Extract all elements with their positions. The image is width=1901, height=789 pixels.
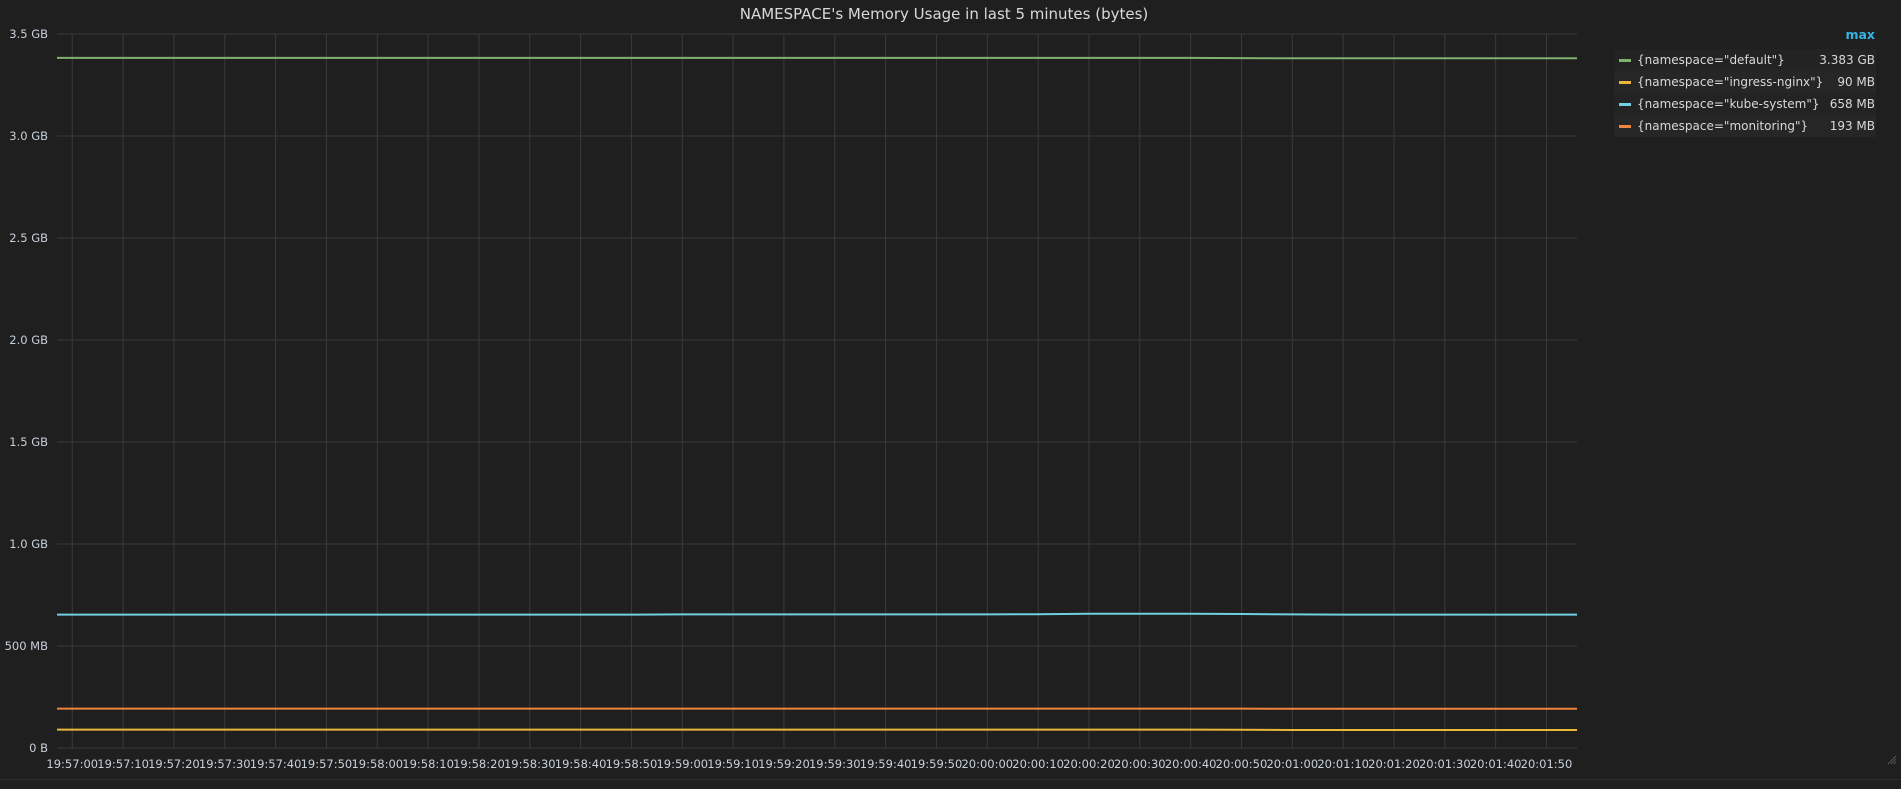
y-tick-label: 500 MB <box>5 639 49 653</box>
x-tick-label: 19:59:20 <box>758 757 810 771</box>
x-tick-label: 20:00:10 <box>1012 757 1064 771</box>
series-line-2[interactable] <box>57 612 1577 616</box>
series-color-swatch[interactable] <box>1619 124 1631 128</box>
x-tick-label: 20:00:50 <box>1216 757 1268 771</box>
legend-item-label[interactable]: {namespace="default"} <box>1637 53 1785 67</box>
x-tick-label: 19:57:40 <box>250 757 302 771</box>
series-color-swatch[interactable] <box>1619 102 1631 106</box>
legend-item-label[interactable]: {namespace="monitoring"} <box>1637 119 1809 133</box>
legend-item-max: 658 MB <box>1829 97 1875 111</box>
x-tick-label: 19:57:20 <box>148 757 200 771</box>
x-tick-label: 20:01:30 <box>1419 757 1471 771</box>
grid <box>57 33 1577 749</box>
legend-item-max: 3.383 GB <box>1819 53 1875 67</box>
x-tick-label: 19:57:50 <box>301 757 353 771</box>
legend-max-header[interactable]: max <box>1845 27 1875 42</box>
memory-usage-chart[interactable]: 0 B 500 MB 1.0 GB 1.5 GB 2.0 GB 2.5 GB 3.0 GB 3… <box>0 0 1600 779</box>
legend-item-kube-system[interactable]: {namespace="kube-system"} 658 MB <box>1614 93 1876 115</box>
legend-item-max: 90 MB <box>1837 75 1875 89</box>
x-tick-label: 19:58:20 <box>453 757 505 771</box>
panel-title[interactable]: NAMESPACE's Memory Usage in last 5 minut… <box>739 5 1149 23</box>
x-tick-label: 19:58:00 <box>351 757 403 771</box>
legend-item-max: 193 MB <box>1829 119 1875 133</box>
x-tick-label: 20:00:30 <box>1114 757 1166 771</box>
x-tick-label: 19:57:00 <box>46 757 98 771</box>
x-tick-label: 19:58:10 <box>402 757 454 771</box>
x-tick-label: 19:57:30 <box>199 757 251 771</box>
x-tick-label: 19:59:50 <box>911 757 963 771</box>
legend-item-label[interactable]: {namespace="ingress-nginx"} <box>1637 75 1824 89</box>
y-tick-label: 3.5 GB <box>9 27 48 41</box>
x-tick-label: 20:01:50 <box>1521 757 1573 771</box>
x-tick-label: 20:00:00 <box>961 757 1013 771</box>
series-color-swatch[interactable] <box>1619 80 1631 84</box>
legend: max {namespace="default"} 3.383 GB {name… <box>1614 28 1876 137</box>
y-axis: 0 B 500 MB 1.0 GB 1.5 GB 2.0 GB 2.5 GB 3.0 GB 3… <box>5 27 49 755</box>
x-tick-label: 19:57:10 <box>97 757 149 771</box>
x-tick-label: 19:59:00 <box>656 757 708 771</box>
x-tick-label: 19:59:10 <box>707 757 759 771</box>
x-axis: 19:57:00 19:57:10 19:57:20 19:57:30 19:57:40… <box>46 757 1572 771</box>
y-tick-label: 3.0 GB <box>9 129 48 143</box>
series-lines <box>57 56 1577 731</box>
x-tick-label: 19:59:30 <box>809 757 861 771</box>
y-tick-label: 1.5 GB <box>9 435 48 449</box>
legend-item-ingress-nginx[interactable]: {namespace="ingress-nginx"} 90 MB <box>1614 71 1876 93</box>
x-tick-label: 20:01:00 <box>1266 757 1318 771</box>
panel-resize-handle-icon[interactable] <box>1887 755 1897 765</box>
x-tick-label: 20:00:20 <box>1063 757 1115 771</box>
legend-item-monitoring[interactable]: {namespace="monitoring"} 193 MB <box>1614 115 1876 137</box>
series-color-swatch[interactable] <box>1619 58 1631 62</box>
y-tick-label: 2.0 GB <box>9 333 48 347</box>
x-tick-label: 20:01:20 <box>1368 757 1420 771</box>
x-tick-label: 19:58:30 <box>504 757 556 771</box>
x-tick-label: 19:58:50 <box>606 757 658 771</box>
x-tick-label: 20:00:40 <box>1165 757 1217 771</box>
y-tick-label: 1.0 GB <box>9 537 48 551</box>
x-tick-label: 19:58:40 <box>555 757 607 771</box>
y-tick-label: 0 B <box>29 741 48 755</box>
legend-item-label[interactable]: {namespace="kube-system"} <box>1637 97 1820 111</box>
x-tick-label: 20:01:10 <box>1317 757 1369 771</box>
y-tick-label: 2.5 GB <box>9 231 48 245</box>
x-tick-label: 19:59:40 <box>860 757 912 771</box>
x-tick-label: 20:01:40 <box>1470 757 1522 771</box>
legend-item-default[interactable]: {namespace="default"} 3.383 GB <box>1614 49 1876 71</box>
